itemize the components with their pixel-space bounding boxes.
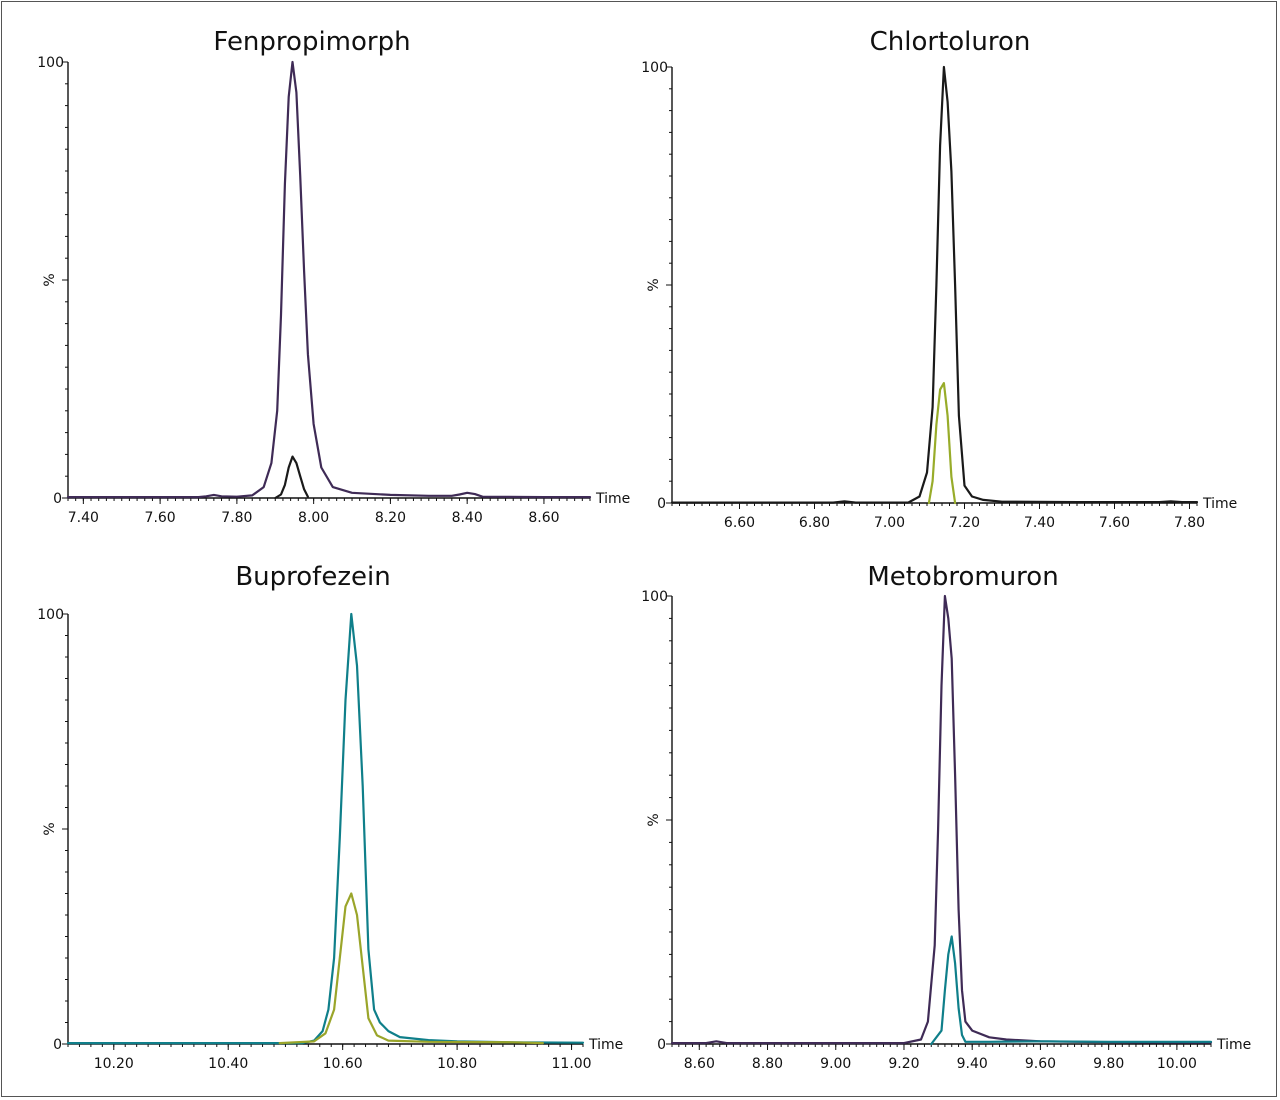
- x-tick-label: 6.60: [724, 515, 755, 531]
- x-tick-label: 9.40: [957, 1056, 988, 1072]
- chromatogram-trace-2: [278, 892, 544, 1045]
- x-tick-label: 8.60: [528, 510, 559, 526]
- chromatogram-trace-1: [670, 65, 1199, 504]
- x-tick-label: 7.60: [145, 510, 176, 526]
- x-tick-label: 9.20: [888, 1056, 919, 1072]
- y-tick-label: 0: [53, 491, 62, 507]
- chromatogram-panel-3: Buprofezein 100 0% 10.20 10.40 10.60 10.80 11.0…: [37, 562, 623, 1072]
- x-tick-label: 7.20: [949, 515, 980, 531]
- panel-title: Fenpropimorph: [213, 27, 410, 57]
- x-tick-label: 10.00: [1157, 1056, 1197, 1072]
- chromatogram-panel-2: Chlortoluron 100 0% 6.60 6.80 7.00 7.20 7.40 7.6…: [641, 27, 1237, 531]
- x-tick-label: 7.80: [1174, 515, 1205, 531]
- x-tick-label: 11.00: [552, 1056, 592, 1072]
- y-tick-label: 0: [657, 1037, 666, 1053]
- panel-title: Chlortoluron: [870, 27, 1031, 57]
- y-tick-label: 0: [657, 496, 666, 512]
- x-tick-label: 6.80: [799, 515, 830, 531]
- chromatogram-trace-1: [66, 60, 592, 499]
- x-axis-label: Time: [588, 1037, 623, 1053]
- y-tick-label: 100: [641, 60, 668, 76]
- panel-title: Metobromuron: [867, 562, 1058, 592]
- y-axis-label: %: [42, 822, 58, 835]
- x-tick-label: 9.60: [1025, 1056, 1056, 1072]
- x-tick-label: 10.40: [208, 1056, 248, 1072]
- chromatogram-panel-1: Fenpropimorph 100 0% 7.40 7.60 7.80 8.00 8.20 8.…: [37, 27, 630, 526]
- chromatogram-panel-4: Metobromuron 100 0% 8.60 8.80 9.00 9.20 9.40 9.6…: [641, 562, 1251, 1072]
- y-axis-label: %: [646, 813, 662, 826]
- y-tick-label: 0: [53, 1037, 62, 1053]
- y-axis-label: %: [42, 273, 58, 286]
- chromatogram-trace-1: [670, 594, 1213, 1045]
- chromatogram-trace-2: [274, 455, 309, 500]
- x-tick-label: 8.00: [298, 510, 329, 526]
- x-tick-label: 7.80: [221, 510, 252, 526]
- y-tick-label: 100: [641, 589, 668, 605]
- x-tick-label: 10.80: [437, 1056, 477, 1072]
- x-tick-label: 10.60: [323, 1056, 363, 1072]
- x-tick-label: 8.60: [684, 1056, 715, 1072]
- y-tick-label: 100: [37, 607, 64, 623]
- panel-title: Buprofezein: [235, 562, 390, 592]
- x-tick-label: 9.00: [820, 1056, 851, 1072]
- x-axis-label: Time: [1202, 496, 1237, 512]
- x-tick-label: 8.40: [452, 510, 483, 526]
- x-tick-label: 7.60: [1099, 515, 1130, 531]
- x-axis-label: Time: [1216, 1037, 1251, 1053]
- x-tick-label: 9.80: [1093, 1056, 1124, 1072]
- x-tick-label: 10.20: [94, 1056, 134, 1072]
- x-tick-label: 8.20: [375, 510, 406, 526]
- chromatogram-trace-1: [66, 612, 585, 1045]
- x-tick-label: 7.40: [1024, 515, 1055, 531]
- x-axis-label: Time: [595, 491, 630, 507]
- x-tick-label: 7.00: [874, 515, 905, 531]
- y-axis-label: %: [646, 278, 662, 291]
- x-tick-label: 8.80: [752, 1056, 783, 1072]
- y-tick-label: 100: [37, 55, 64, 71]
- chromatogram-trace-2: [930, 935, 1213, 1046]
- chromatogram-trace-2: [927, 382, 957, 505]
- x-tick-label: 7.40: [68, 510, 99, 526]
